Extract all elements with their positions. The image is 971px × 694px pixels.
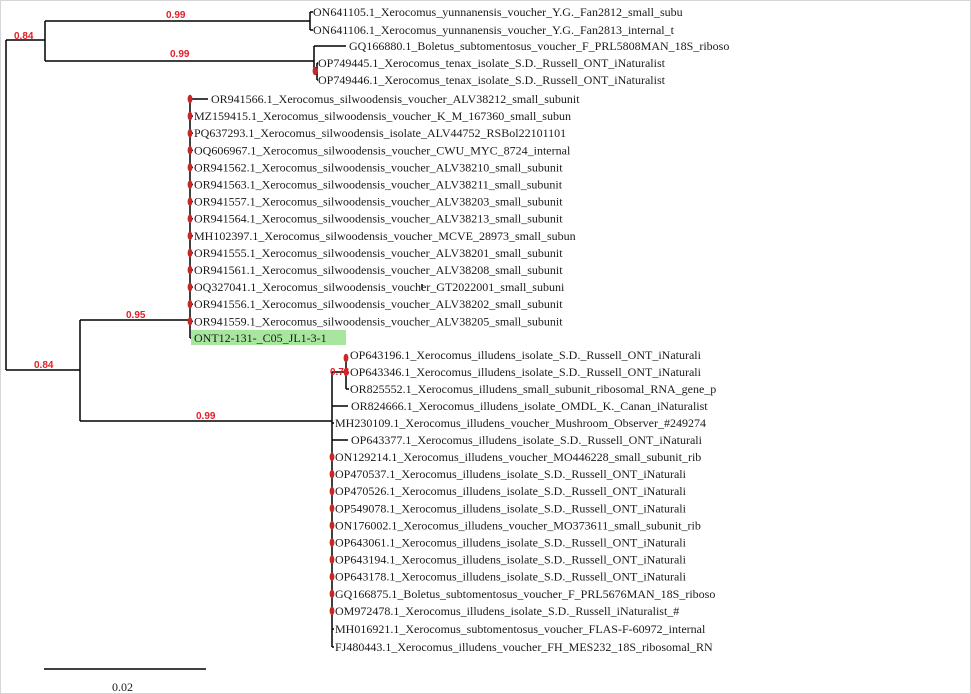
leaf-label: OR825552.1_Xerocomus_illudens_small_subu… (350, 382, 716, 396)
node-marker (312, 66, 318, 76)
leaf-label: OR941564.1_Xerocomus_silwoodensis_vouche… (194, 212, 563, 226)
node-marker (343, 367, 349, 377)
leaf-label: OP549078.1_Xerocomus_illudens_isolate_S.… (335, 501, 687, 515)
leaf-label: PQ637293.1_Xerocomus_silwoodensis_isolat… (194, 126, 566, 140)
leaf-label: OQ327041.1_Xerocomus_silwoodensis_vouche… (194, 280, 565, 294)
node-marker (343, 353, 349, 363)
node-marker (187, 129, 193, 138)
leaf-label: ON129214.1_Xerocomus_illudens_voucher_MO… (335, 450, 701, 464)
leaf-label: ON176002.1_Xerocomus_illudens_voucher_MO… (335, 518, 701, 532)
node-marker (187, 317, 193, 326)
leaf-label: OP470537.1_Xerocomus_illudens_isolate_S.… (335, 467, 687, 481)
leaf-label: ON641106.1_Xerocomus_yunnanensis_voucher… (313, 23, 675, 37)
node-marker (329, 521, 335, 530)
node-marker (329, 572, 335, 581)
node-marker (329, 469, 335, 479)
leaf-label: MH102397.1_Xerocomus_silwoodensis_vouche… (194, 229, 576, 243)
leaf-label: OP643196.1_Xerocomus_illudens_isolate_S.… (350, 348, 702, 362)
leaf-label: OR941562.1_Xerocomus_silwoodensis_vouche… (194, 160, 563, 174)
leaf-label: OP470526.1_Xerocomus_illudens_isolate_S.… (335, 484, 687, 498)
node-marker (329, 589, 335, 598)
node-marker (329, 487, 335, 496)
leaf-label: MH016921.1_Xerocomus_subtomentosus_vouch… (335, 622, 706, 636)
leaf-label: MZ159415.1_Xerocomus_silwoodensis_vouche… (194, 109, 571, 123)
leaf-label: OP749446.1_Xerocomus_tenax_isolate_S.D._… (318, 73, 666, 87)
node-marker (187, 197, 193, 206)
support-tenax_clade: 0.99 (170, 49, 190, 60)
support-values: 0.84 0.99 0.99 0.95 0.84 0.99 0.76 (14, 10, 350, 422)
leaf-label: OM972478.1_Xerocomus_illudens_isolate_S.… (335, 604, 679, 618)
node-marker (329, 504, 335, 513)
leaf-label: GQ166875.1_Boletus_subtomentosus_voucher… (335, 587, 715, 601)
leaf-label: OP643194.1_Xerocomus_illudens_isolate_S.… (335, 553, 687, 567)
support-illudens_subclade: 0.76 (330, 367, 350, 378)
leaf-label: OP643377.1_Xerocomus_illudens_isolate_S.… (351, 433, 703, 447)
scale-bar-label: 0.02 (112, 680, 133, 694)
leaf-label: OR941563.1_Xerocomus_silwoodensis_vouche… (194, 178, 563, 192)
leaf-label: OR941566.1_Xerocomus_silwoodensis_vouche… (211, 92, 580, 106)
node-marker (187, 231, 193, 240)
node-marker (187, 180, 193, 189)
leaf-label: OP643061.1_Xerocomus_illudens_isolate_S.… (335, 536, 687, 550)
leaf-label: OR824666.1_Xerocomus_illudens_isolate_OM… (351, 399, 708, 413)
node-marker (187, 94, 193, 104)
node-marker (329, 538, 335, 547)
leaf-label: OQ606967.1_Xerocomus_silwoodensis_vouche… (194, 143, 571, 157)
support-silwoodensis_clade: 0.95 (126, 310, 146, 321)
node-markers (187, 66, 349, 616)
node-marker (187, 282, 193, 292)
support-yunnanensis_clade: 0.99 (166, 10, 186, 21)
leaf-label: ON641105.1_Xerocomus_yunnanensis_voucher… (313, 5, 683, 19)
query-leaf-label: ONT12-131-_C05_JL1-3-1 (194, 331, 327, 345)
support-lower_clade: 0.84 (34, 360, 54, 371)
support-illudens_clade: 0.99 (196, 411, 216, 422)
leaf-label: GQ166880.1_Boletus_subtomentosus_voucher… (349, 39, 729, 53)
leaf-label: OR941557.1_Xerocomus_silwoodensis_vouche… (194, 195, 563, 209)
leaf-label: OR941556.1_Xerocomus_silwoodensis_vouche… (194, 297, 563, 311)
leaf-label: MH230109.1_Xerocomus_illudens_voucher_Mu… (335, 416, 706, 430)
support-root_upper: 0.84 (14, 31, 34, 42)
node-marker (187, 248, 193, 258)
leaf-label: OP749445.1_Xerocomus_tenax_isolate_S.D._… (318, 56, 666, 70)
node-marker (329, 606, 335, 616)
node-marker (329, 555, 335, 564)
node-marker (187, 146, 193, 155)
leaf-labels: ON641105.1_Xerocomus_yunnanensis_voucher… (194, 5, 729, 654)
leaf-label: OP643346.1_Xerocomus_illudens_isolate_S.… (350, 365, 702, 379)
node-marker (187, 163, 193, 172)
node-marker (187, 214, 193, 223)
leaf-label: OP643178.1_Xerocomus_illudens_isolate_S.… (335, 570, 687, 584)
node-marker (329, 452, 335, 462)
leaf-label: OR941561.1_Xerocomus_silwoodensis_vouche… (194, 263, 563, 277)
node-marker (187, 265, 193, 275)
leaf-label: OR941555.1_Xerocomus_silwoodensis_vouche… (194, 246, 563, 260)
node-marker (187, 300, 193, 309)
query-highlight (191, 330, 346, 345)
node-marker (187, 111, 193, 121)
leaf-label: FJ480443.1_Xerocomus_illudens_voucher_FH… (335, 640, 713, 654)
leaf-label: OR941559.1_Xerocomus_silwoodensis_vouche… (194, 314, 563, 328)
